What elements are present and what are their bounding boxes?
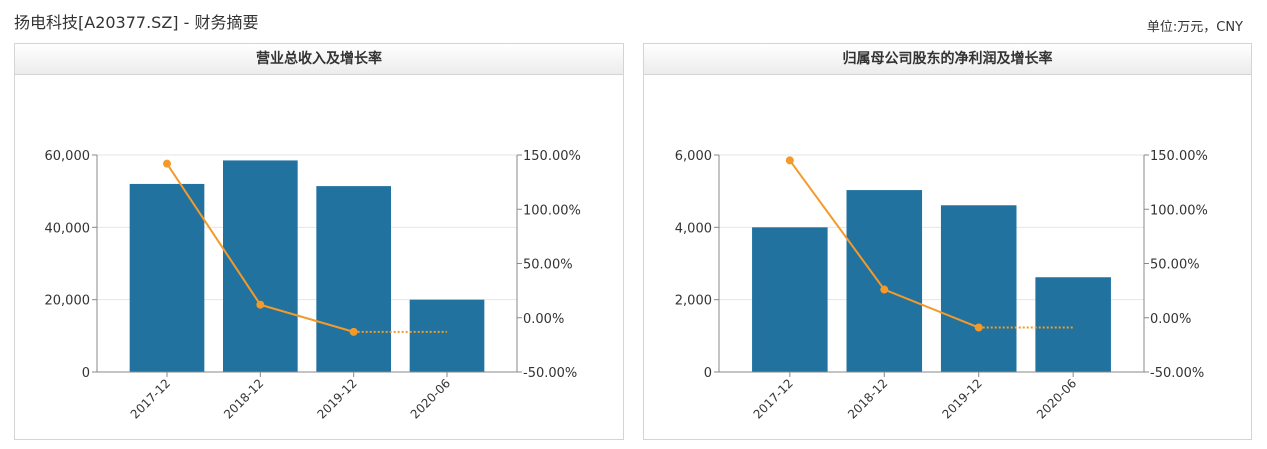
bar-2018-12 xyxy=(846,190,923,372)
growth-point-2018-12 xyxy=(880,285,889,294)
bar-2020-06 xyxy=(409,299,485,372)
x-tick-label: 2017-12 xyxy=(751,376,796,421)
y2-tick-label: -50.00% xyxy=(1150,366,1204,381)
x-tick-label: 2018-12 xyxy=(221,376,266,421)
revenue-chart-title: 营业总收入及增长率 xyxy=(15,44,623,75)
bar-2019-12 xyxy=(316,186,391,372)
page-title: 扬电科技[A20377.SZ] - 财务摘要 xyxy=(14,13,259,32)
y2-tick-label: 100.00% xyxy=(1150,203,1208,218)
growth-point-2018-12 xyxy=(256,300,265,309)
y2-tick-label: 50.00% xyxy=(523,258,573,273)
growth-line-segment xyxy=(260,303,354,333)
growth-line-segment xyxy=(883,288,980,329)
bar-2019-12 xyxy=(940,205,1017,372)
x-tick-label: 2018-12 xyxy=(845,376,890,421)
unit-label: 单位:万元，CNY xyxy=(1146,20,1243,35)
y-tick-label: 20,000 xyxy=(45,294,91,309)
y-tick-label: 4,000 xyxy=(675,221,712,236)
x-tick-label: 2020-06 xyxy=(1034,376,1079,421)
growth-line-segment xyxy=(789,159,886,291)
x-tick-label: 2017-12 xyxy=(128,376,173,421)
bar-2017-12 xyxy=(752,227,828,372)
growth-point-2019-12 xyxy=(349,327,358,336)
y2-tick-label: 50.00% xyxy=(1150,258,1200,273)
y2-tick-label: 0.00% xyxy=(1150,312,1191,327)
y2-tick-label: 150.00% xyxy=(523,149,581,164)
growth-line-segment xyxy=(166,163,262,306)
x-tick-label: 2019-12 xyxy=(314,376,359,421)
x-tick-label: 2019-12 xyxy=(939,376,984,421)
y-tick-label: 40,000 xyxy=(45,221,91,236)
bar-2017-12 xyxy=(129,183,205,372)
net-profit-chart-title: 归属母公司股东的净利润及增长率 xyxy=(644,44,1251,75)
net-profit-chart-panel: 归属母公司股东的净利润及增长率 0 2,000 4,000 6,000 -50.00% 0… xyxy=(643,43,1252,440)
revenue-chart-panel: 营业总收入及增长率 0 20,000 40,000 60,000 -50.00% 0.00… xyxy=(14,43,624,440)
y2-tick-label: 150.00% xyxy=(1150,149,1208,164)
y-tick-label: 2,000 xyxy=(675,294,712,309)
y2-tick-label: -50.00% xyxy=(523,366,577,381)
x-tick-label: 2020-06 xyxy=(408,376,453,421)
y2-tick-label: 100.00% xyxy=(523,203,581,218)
y-tick-label: 6,000 xyxy=(675,149,712,164)
y-tick-label: 0 xyxy=(82,366,90,381)
growth-point-2019-12 xyxy=(974,323,983,332)
net-profit-chart: 0 2,000 4,000 6,000 -50.00% 0.00% 50.00% 100.00… xyxy=(675,149,1208,422)
y-tick-label: 60,000 xyxy=(45,149,91,164)
growth-point-2017-12 xyxy=(163,159,171,168)
growth-point-2017-12 xyxy=(785,156,794,165)
bar-2020-06 xyxy=(1035,277,1111,372)
revenue-chart: 0 20,000 40,000 60,000 -50.00% 0.00% 50.00% 100… xyxy=(45,149,581,422)
y-tick-label: 0 xyxy=(704,366,712,381)
y2-tick-label: 0.00% xyxy=(523,312,564,327)
